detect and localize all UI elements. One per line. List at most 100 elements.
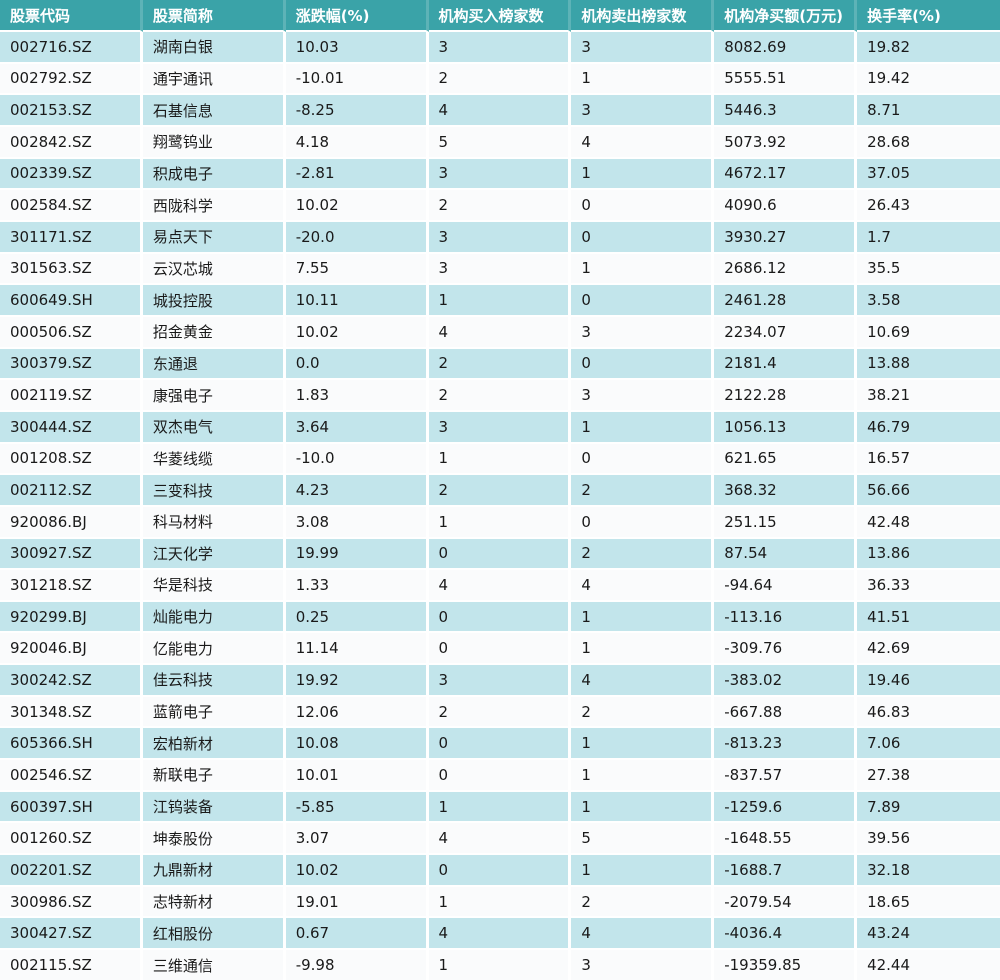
cell-buy: 0	[428, 538, 572, 571]
column-header-change[interactable]: 涨跌幅(%)	[285, 0, 429, 32]
cell-code: 300927.SZ	[0, 538, 143, 571]
cell-code: 920299.BJ	[0, 601, 143, 634]
table-row[interactable]: 300444.SZ 双杰电气 3.64 3 1 1056.13 46.79	[0, 411, 1000, 444]
cell-name: 西陇科学	[142, 190, 286, 222]
cell-turnover: 42.44	[857, 950, 1000, 980]
cell-code: 002153.SZ	[0, 95, 143, 127]
cell-change: 3.07	[285, 823, 429, 856]
cell-net: 2686.12	[714, 253, 858, 286]
cell-sell: 1	[571, 411, 715, 444]
table-row[interactable]: 301563.SZ 云汉芯城 7.55 3 1 2686.12 35.5	[0, 253, 1000, 286]
column-header-name[interactable]: 股票简称	[142, 0, 286, 32]
cell-net: 4090.6	[714, 190, 858, 222]
table-row[interactable]: 002584.SZ 西陇科学 10.02 2 0 4090.6 26.43	[0, 190, 1000, 222]
cell-turnover: 43.24	[857, 918, 1000, 951]
table-row[interactable]: 920086.BJ 科马材料 3.08 1 0 251.15 42.48	[0, 506, 1000, 539]
cell-sell: 1	[571, 253, 715, 286]
column-header-turnover[interactable]: 换手率(%)	[857, 0, 1000, 32]
cell-code: 001260.SZ	[0, 823, 143, 856]
cell-sell: 4	[571, 126, 715, 159]
cell-buy: 2	[428, 475, 572, 507]
cell-net: -667.88	[714, 696, 858, 729]
column-header-code[interactable]: 股票代码	[0, 0, 143, 32]
table-row[interactable]: 002546.SZ 新联电子 10.01 0 1 -837.57 27.38	[0, 760, 1000, 792]
cell-name: 翔鹭钨业	[142, 126, 286, 159]
cell-name: 江天化学	[142, 538, 286, 571]
cell-buy: 4	[428, 95, 572, 127]
table-row[interactable]: 000506.SZ 招金黄金 10.02 4 3 2234.07 10.69	[0, 316, 1000, 349]
cell-code: 300242.SZ	[0, 665, 143, 697]
cell-change: 1.33	[285, 570, 429, 602]
cell-change: 7.55	[285, 253, 429, 286]
cell-net: -383.02	[714, 665, 858, 697]
table-row[interactable]: 600649.SH 城投控股 10.11 1 0 2461.28 3.58	[0, 285, 1000, 317]
table-row[interactable]: 920299.BJ 灿能电力 0.25 0 1 -113.16 41.51	[0, 601, 1000, 634]
cell-turnover: 7.06	[857, 728, 1000, 761]
table-row[interactable]: 002201.SZ 九鼎新材 10.02 0 1 -1688.7 32.18	[0, 855, 1000, 887]
column-header-net[interactable]: 机构净买额(万元)	[714, 0, 858, 32]
cell-net: 1056.13	[714, 411, 858, 444]
cell-code: 000506.SZ	[0, 316, 143, 349]
cell-buy: 4	[428, 823, 572, 856]
table-row[interactable]: 300379.SZ 东通退 0.0 2 0 2181.4 13.88	[0, 348, 1000, 381]
table-row[interactable]: 002112.SZ 三变科技 4.23 2 2 368.32 56.66	[0, 475, 1000, 507]
table-row[interactable]: 300427.SZ 红相股份 0.67 4 4 -4036.4 43.24	[0, 918, 1000, 951]
table-row[interactable]: 301171.SZ 易点天下 -20.0 3 0 3930.27 1.7	[0, 221, 1000, 254]
cell-change: 12.06	[285, 696, 429, 729]
cell-sell: 0	[571, 348, 715, 381]
table-row[interactable]: 002115.SZ 三维通信 -9.98 1 3 -19359.85 42.44	[0, 950, 1000, 980]
table-row[interactable]: 300242.SZ 佳云科技 19.92 3 4 -383.02 19.46	[0, 665, 1000, 697]
cell-code: 002716.SZ	[0, 32, 143, 64]
cell-turnover: 38.21	[857, 380, 1000, 412]
cell-name: 三变科技	[142, 475, 286, 507]
table-row[interactable]: 300986.SZ 志特新材 19.01 1 2 -2079.54 18.65	[0, 886, 1000, 919]
table-header: 股票代码 股票简称 涨跌幅(%) 机构买入榜家数 机构卖出榜家数 机构净买额(万元) 换手率…	[0, 0, 1000, 32]
cell-code: 002115.SZ	[0, 950, 143, 980]
cell-name: 城投控股	[142, 285, 286, 317]
table-row[interactable]: 002792.SZ 通宇通讯 -10.01 2 1 5555.51 19.42	[0, 63, 1000, 96]
table-row[interactable]: 605366.SH 宏柏新材 10.08 0 1 -813.23 7.06	[0, 728, 1000, 761]
table-row[interactable]: 002339.SZ 积成电子 -2.81 3 1 4672.17 37.05	[0, 158, 1000, 191]
cell-sell: 1	[571, 158, 715, 191]
cell-buy: 3	[428, 665, 572, 697]
table-row[interactable]: 002842.SZ 翔鹭钨业 4.18 5 4 5073.92 28.68	[0, 126, 1000, 159]
table-row[interactable]: 002119.SZ 康强电子 1.83 2 3 2122.28 38.21	[0, 380, 1000, 412]
cell-change: -20.0	[285, 221, 429, 254]
cell-code: 002339.SZ	[0, 158, 143, 191]
cell-buy: 0	[428, 633, 572, 666]
cell-buy: 1	[428, 285, 572, 317]
table-row[interactable]: 301218.SZ 华是科技 1.33 4 4 -94.64 36.33	[0, 570, 1000, 602]
cell-turnover: 19.46	[857, 665, 1000, 697]
column-header-sell[interactable]: 机构卖出榜家数	[571, 0, 715, 32]
cell-code: 300427.SZ	[0, 918, 143, 951]
cell-sell: 4	[571, 918, 715, 951]
cell-name: 易点天下	[142, 221, 286, 254]
cell-sell: 4	[571, 570, 715, 602]
cell-net: 2181.4	[714, 348, 858, 381]
cell-net: -1259.6	[714, 791, 858, 824]
cell-net: -309.76	[714, 633, 858, 666]
cell-name: 石基信息	[142, 95, 286, 127]
cell-name: 灿能电力	[142, 601, 286, 634]
table-row[interactable]: 301348.SZ 蓝箭电子 12.06 2 2 -667.88 46.83	[0, 696, 1000, 729]
cell-change: -9.98	[285, 950, 429, 980]
cell-buy: 2	[428, 380, 572, 412]
cell-code: 600397.SH	[0, 791, 143, 824]
cell-change: 10.02	[285, 316, 429, 349]
cell-turnover: 32.18	[857, 855, 1000, 887]
table-row[interactable]: 300927.SZ 江天化学 19.99 0 2 87.54 13.86	[0, 538, 1000, 571]
cell-turnover: 18.65	[857, 886, 1000, 919]
table-row[interactable]: 001260.SZ 坤泰股份 3.07 4 5 -1648.55 39.56	[0, 823, 1000, 856]
table-row[interactable]: 002153.SZ 石基信息 -8.25 4 3 5446.3 8.71	[0, 95, 1000, 127]
column-header-buy[interactable]: 机构买入榜家数	[428, 0, 572, 32]
table-row[interactable]: 600397.SH 江钨装备 -5.85 1 1 -1259.6 7.89	[0, 791, 1000, 824]
cell-buy: 1	[428, 443, 572, 476]
cell-turnover: 16.57	[857, 443, 1000, 476]
cell-turnover: 19.42	[857, 63, 1000, 96]
cell-net: 5555.51	[714, 63, 858, 96]
table-row[interactable]: 002716.SZ 湖南白银 10.03 3 3 8082.69 19.82	[0, 32, 1000, 64]
cell-sell: 0	[571, 443, 715, 476]
table-row[interactable]: 001208.SZ 华菱线缆 -10.0 1 0 621.65 16.57	[0, 443, 1000, 476]
table-row[interactable]: 920046.BJ 亿能电力 11.14 0 1 -309.76 42.69	[0, 633, 1000, 666]
